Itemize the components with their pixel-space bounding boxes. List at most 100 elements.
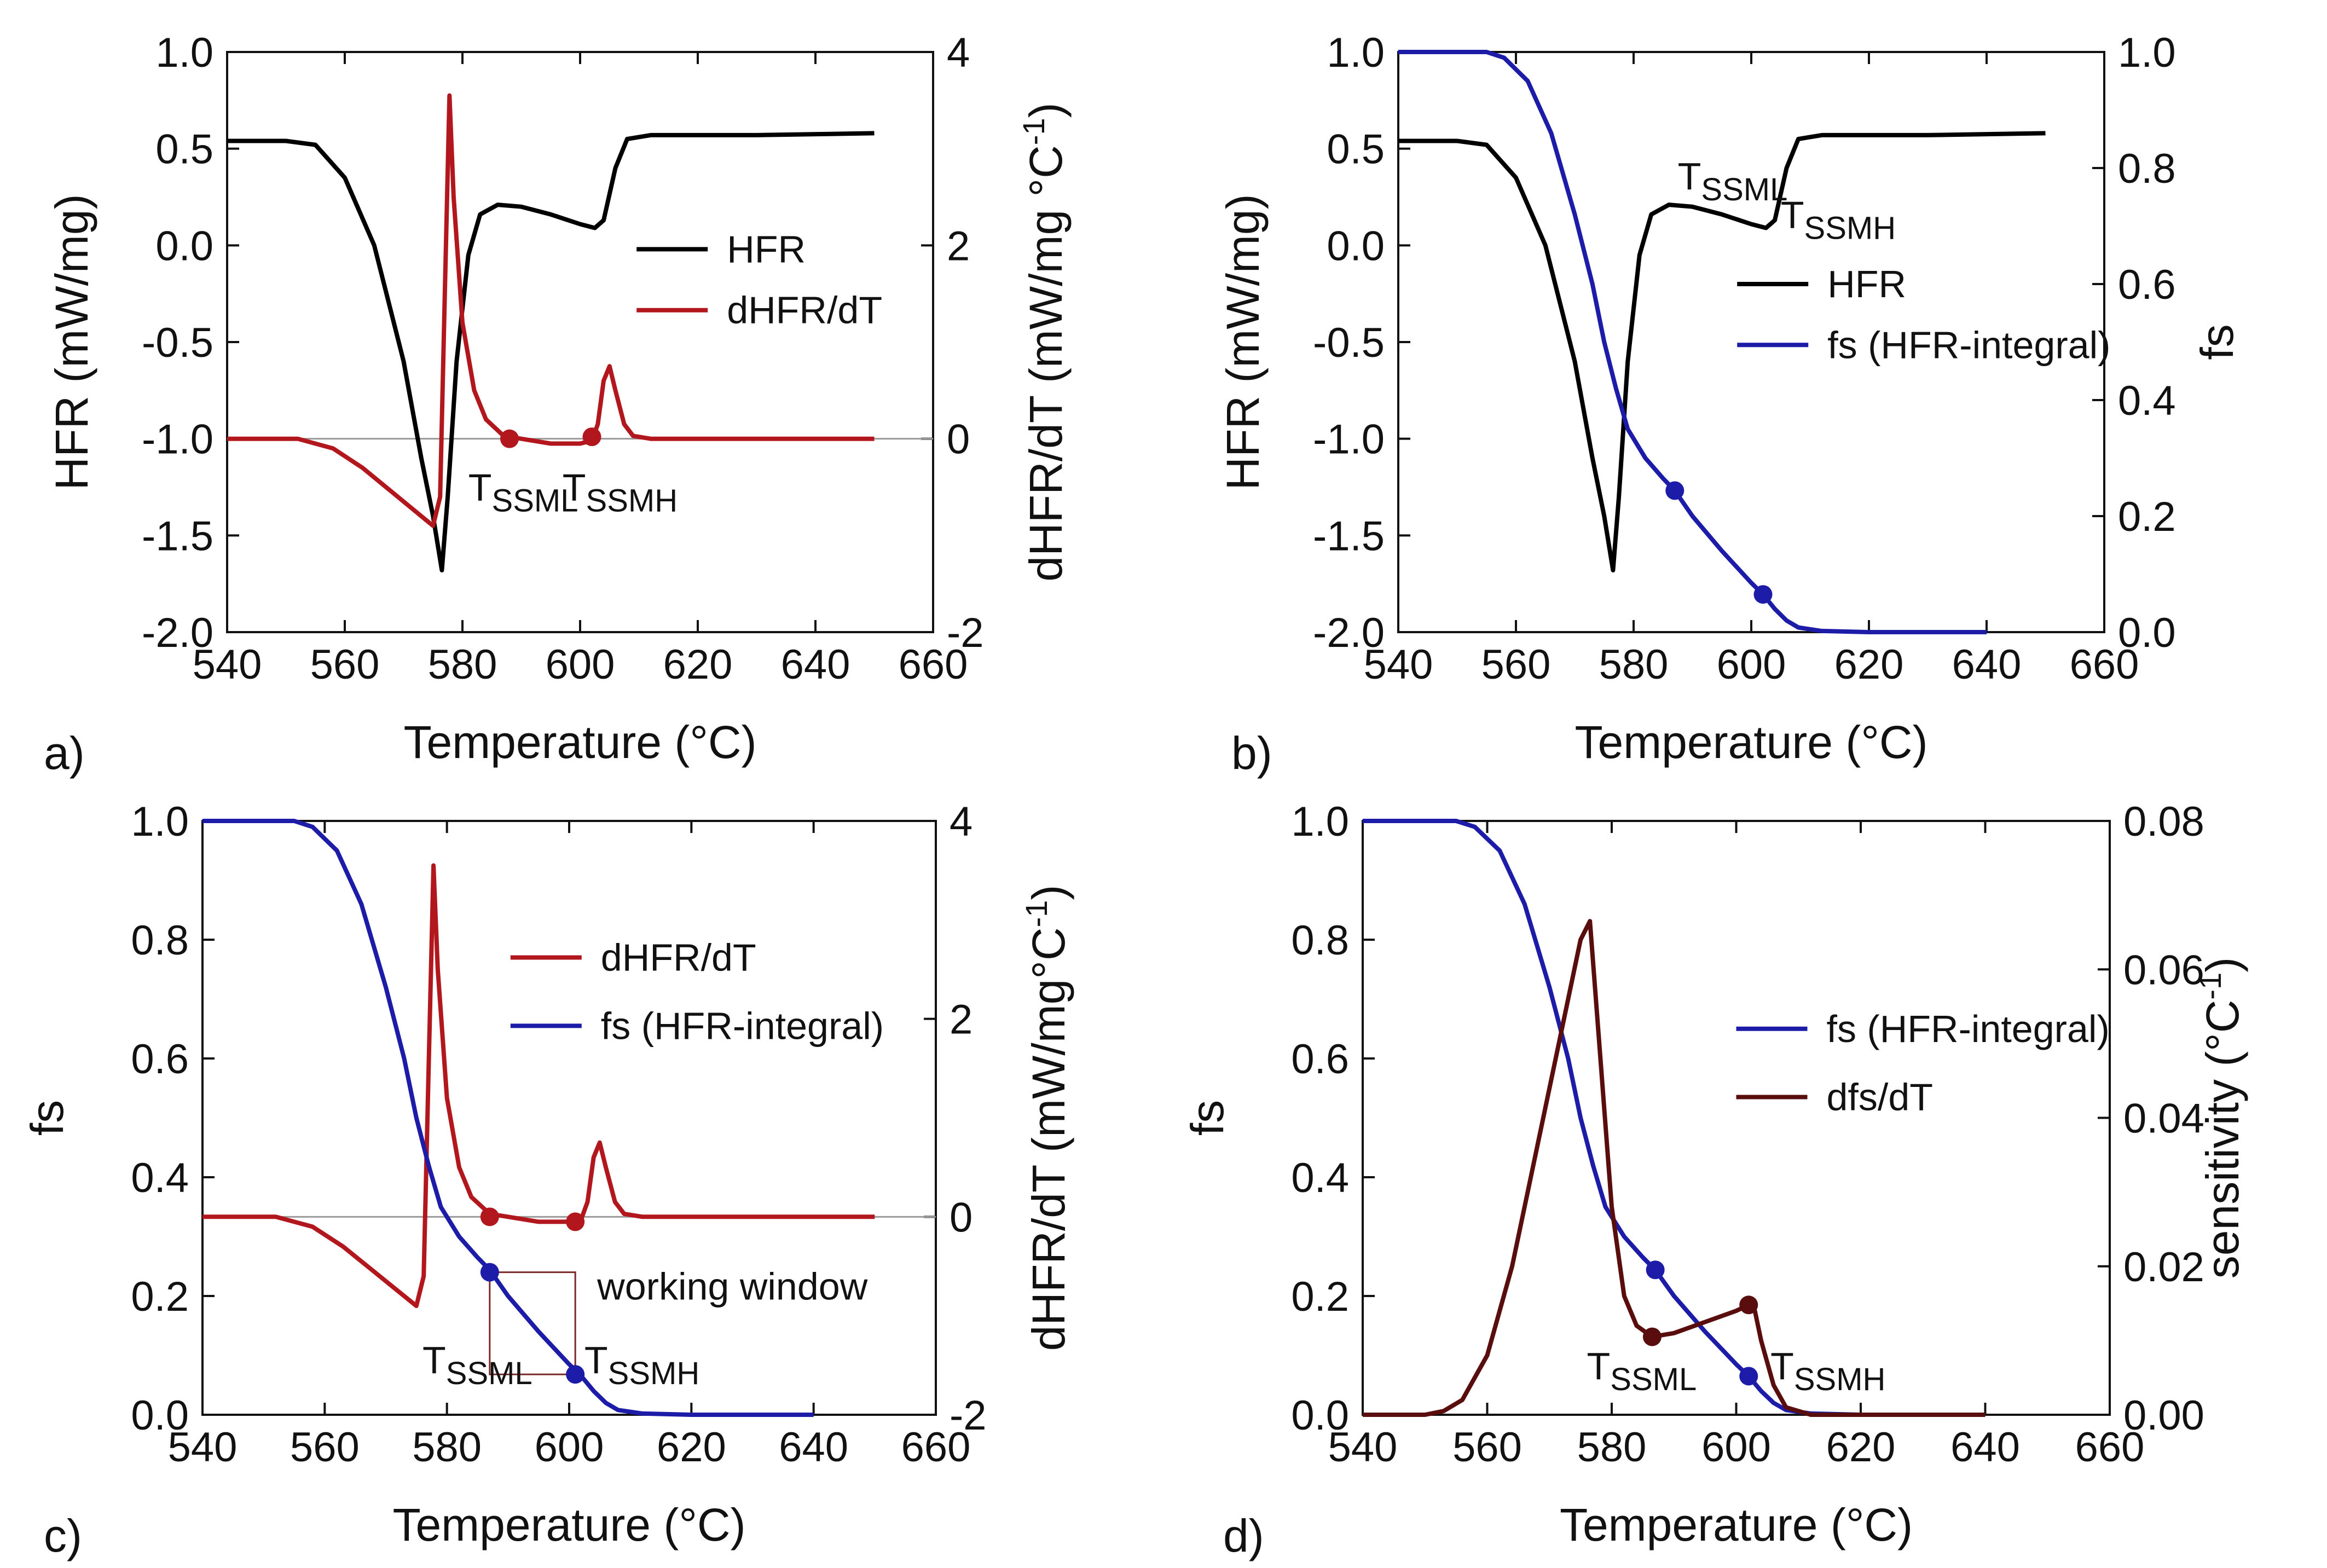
x-tick-label: 660 [901,1424,971,1471]
annotation-ssml: TSSML [422,1339,532,1391]
panel-label: d) [1223,1510,1264,1561]
y-tick-label: 0.5 [155,126,213,173]
plot-frame [201,820,937,1416]
y2-tick-label: 2 [950,997,973,1043]
series-line-fs--hfr-integral- [1398,50,1987,634]
y2-tick-label: 0.0 [2118,610,2176,656]
annotation-main: T [468,466,492,509]
y-tick-label: 0.2 [1291,1274,1349,1320]
y2-tick-label: 4 [947,30,970,76]
legend-label: dHFR/dT [727,289,882,332]
y2-tick-label: 1.0 [2118,30,2176,76]
annotation-sub: SSMH [586,483,678,519]
y2-axis-label-main: dHFR/dT (mW/mg °C [1020,145,1072,581]
data-marker [480,1263,499,1282]
plot-frame [1362,820,2111,1416]
working-window-box [489,1271,576,1375]
y2-tick-label: 0.2 [2118,494,2176,540]
x-tick-label: 640 [779,1424,848,1471]
annotation-sub: SSML [1701,172,1787,207]
y2-axis-label-main: dHFR/dT (mW/mg°C [1023,927,1074,1351]
series-line-fs--hfr-integral- [1363,819,1986,1417]
series-line-dhfr-dt [227,93,875,528]
plot-frame [226,51,934,633]
x-tick-label: 620 [1826,1424,1896,1471]
y-tick-label: 0.0 [131,1392,189,1439]
x-tick-label: 540 [168,1424,238,1471]
y-tick-label: -2.0 [142,610,213,656]
x-axis-label: Temperature (°C) [403,716,756,768]
y-tick-label: -1.0 [142,416,213,463]
panel-d: 540 560 580 600 620 640 660 0.0 0.2 0.4 0.6 0.8 1.0 0… [1182,799,2248,1561]
x-tick-label: 560 [1481,641,1551,688]
x-tick-label: 540 [1328,1424,1398,1471]
annotation-sub: SSML [1610,1362,1697,1397]
y2-tick-label: 0.02 [2123,1244,2204,1291]
series-line-dhfr-dt [202,863,875,1309]
x-tick-label: 560 [1452,1424,1522,1471]
x-tick-label: 660 [899,641,968,688]
y-tick-label: 0.6 [131,1036,189,1083]
x-tick-label: 580 [412,1424,482,1471]
annotation-sub: SSML [446,1356,532,1391]
y-tick-label: 0.4 [1291,1155,1349,1201]
x-tick-label: 600 [535,1424,604,1471]
legend-label: HFR [727,228,806,270]
series-line-hfr [227,131,875,572]
y2-tick-label: 0 [950,1194,973,1241]
y2-tick-label: 4 [950,799,973,845]
y-tick-label: 1.0 [1291,799,1349,845]
working-window-label: working window [597,1265,868,1308]
annotation-main: T [1770,1345,1794,1387]
annotation-main: T [422,1339,446,1381]
data-marker [500,429,519,448]
data-marker [1665,481,1685,500]
annotation-main: T [1587,1345,1611,1387]
y-tick-label: 0.0 [155,223,213,269]
x-tick-label: 560 [310,641,380,688]
annotation-main: T [584,1339,608,1381]
legend-label: fs (HFR-integral) [1827,323,2110,366]
x-tick-label: 580 [428,641,497,688]
annotation-ssmh: TSSMH [1781,194,1896,246]
x-tick-label: 580 [1577,1424,1647,1471]
legend-label: fs (HFR-integral) [1827,1008,2110,1050]
panel-c: 540 560 580 600 620 640 660 0.0 0.2 0.4 0.6 0.8 1.0 -… [21,799,1074,1561]
y-tick-label: 0.6 [1291,1036,1349,1083]
x-tick-label: 660 [2075,1424,2145,1471]
y2-axis-label-sup: -1 [2193,973,2227,1000]
x-tick-label: 620 [657,1424,726,1471]
data-marker [1739,1367,1758,1386]
annotation-ssml: TSSML [468,466,578,519]
x-axis-label: Temperature (°C) [1575,716,1927,768]
y-tick-label: 0.0 [1291,1392,1349,1439]
panel-label: c) [44,1510,82,1561]
panel-label: a) [44,727,85,779]
data-marker [566,1212,585,1231]
x-tick-label: 580 [1599,641,1669,688]
y-tick-label: 1.0 [131,799,189,845]
legend-label: dfs/dT [1827,1076,1934,1119]
y2-axis-label-end: ) [1020,102,1072,118]
x-axis-label: Temperature (°C) [392,1499,745,1550]
y2-axis-label-sup: -1 [1019,900,1053,928]
x-axis-label: Temperature (°C) [1560,1499,1913,1550]
x-tick-label: 640 [1952,641,2022,688]
y2-axis-label: sensitivity (°C-1) [2193,957,2248,1278]
data-marker [1642,1327,1662,1346]
legend-label: fs (HFR-integral) [601,1004,884,1047]
y2-axis-label: dHFR/dT (mW/mg°C-1) [1019,885,1074,1351]
data-marker [1739,1295,1758,1315]
data-marker [480,1207,499,1226]
y2-tick-label: 0 [947,416,970,463]
y-tick-label: 1.0 [155,30,213,76]
y-tick-label: -1.0 [1313,416,1385,463]
annotation-sub: SSMH [608,1356,700,1391]
data-marker [566,1365,585,1384]
x-tick-label: 560 [290,1424,360,1471]
annotation-sub: SSMH [1794,1362,1886,1397]
annotation-ssmh: TSSMH [563,466,678,519]
y2-axis-label: dHFR/dT (mW/mg °C-1) [1016,102,1072,581]
series-line-fs--hfr-integral- [202,819,814,1417]
